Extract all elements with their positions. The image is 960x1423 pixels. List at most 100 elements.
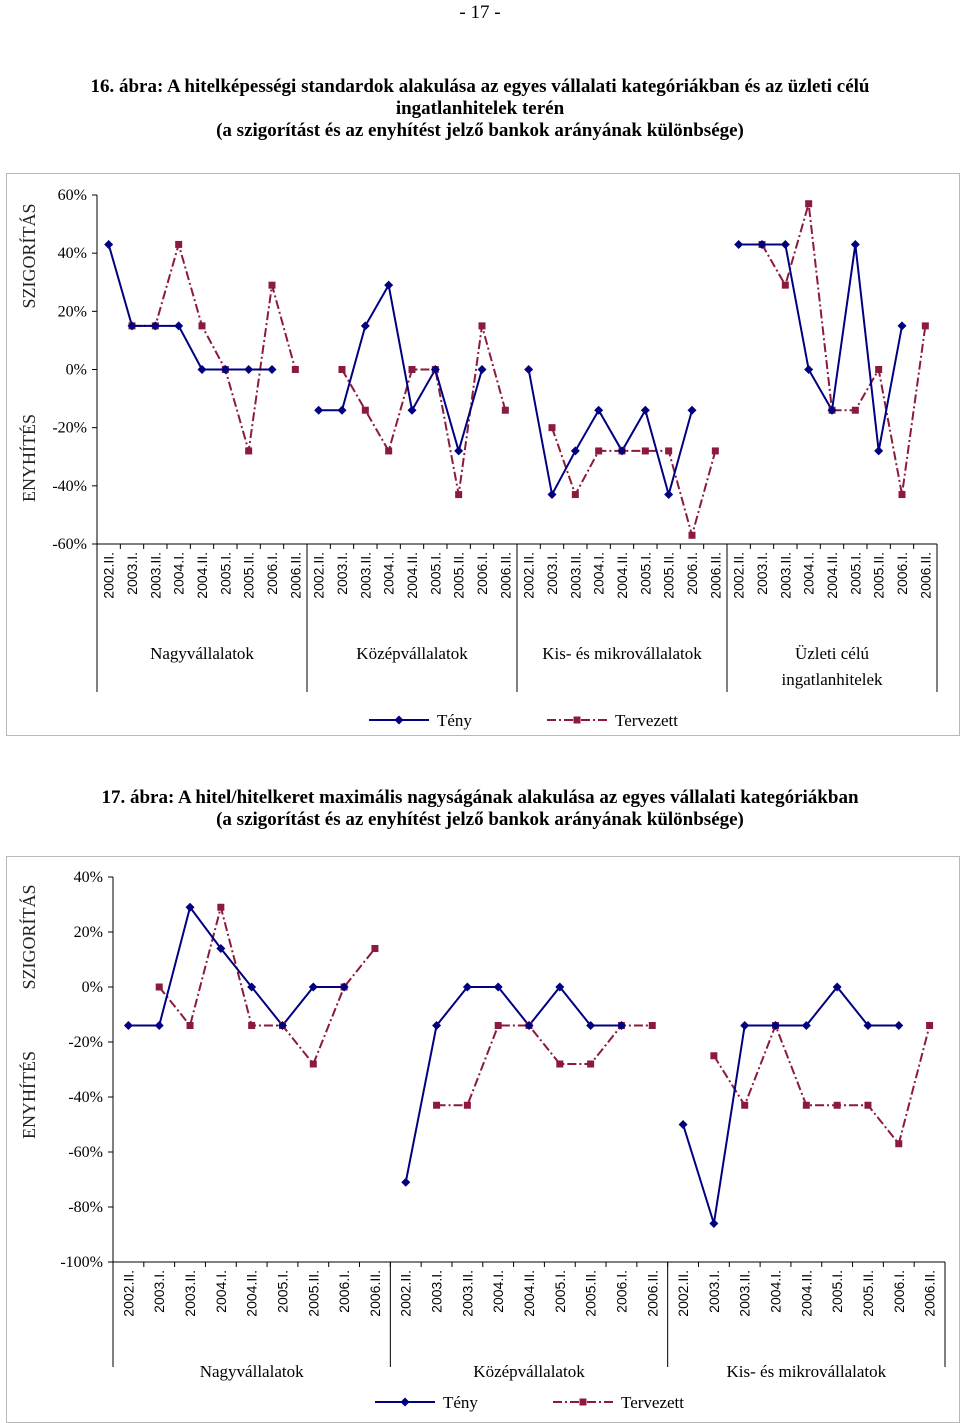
tervezett-marker [926,1022,934,1029]
y-tick-label: 40% [74,869,103,886]
teny-marker [832,982,842,992]
x-tick-label: 2006.II. [287,552,303,599]
teny-marker [197,365,207,374]
x-tick-label: 2003.II. [147,552,163,599]
figure-16-title-line: 16. ábra: A hitelképességi standardok al… [90,76,870,97]
x-tick-label: 2005.II. [241,552,257,599]
tervezett-marker [688,531,696,539]
tervezett-marker [338,366,346,373]
side-label-tightening: SZIGORÍTÁS [18,203,39,308]
y-tick-label: 40% [58,245,87,262]
y-tick-label: -20% [68,1034,103,1051]
teny-marker [401,1177,411,1187]
x-tick-label: 2005.I. [427,552,443,595]
x-tick-label: 2005.I. [217,552,233,595]
x-tick-label: 2005.I. [552,1270,568,1313]
teny-marker [594,405,604,415]
y-tick-label: 0% [66,362,87,379]
legend-teny-label: Tény [437,711,472,730]
y-tick-label: 60% [58,187,87,204]
y-tick-label: 0% [82,979,103,996]
teny-marker [740,1021,750,1030]
tervezett-line [341,325,507,495]
tervezett-marker [648,1022,656,1029]
x-tick-label: 2004.II. [194,552,210,599]
tervezett-marker [455,491,463,499]
x-tick-label: 2003.II. [357,552,373,599]
teny-marker [339,982,349,992]
tervezett-marker [186,1022,194,1029]
teny-marker [277,1021,287,1030]
tervezett-marker [361,406,369,414]
tervezett-marker [833,1101,841,1109]
page-number: - 17 - [459,2,501,23]
x-tick-label: 2004.II. [521,1270,537,1317]
figure-16-title-line: ingatlanhitelek terén [395,98,565,119]
teny-marker [477,365,487,374]
x-tick-label: 2003.I. [429,1270,445,1313]
x-tick-label: 2005.I. [274,1270,290,1313]
tervezett-marker [781,281,789,289]
figure-17-title-line: 17. ábra: A hitel/hitelkeret maximális n… [101,787,859,808]
tervezett-marker [802,1101,810,1109]
legend-teny-marker [400,1397,410,1407]
x-tick-label: 2002.II. [675,1270,691,1317]
tervezett-marker [587,1060,595,1068]
tervezett-marker [385,447,393,455]
teny-marker [874,446,884,456]
x-tick-label: 2002.II. [120,1270,136,1317]
teny-marker [337,405,347,415]
teny-marker [616,1021,626,1030]
legend-tervezett-marker [579,1398,587,1406]
x-tick-label: 2005.I. [847,552,863,595]
tervezett-marker [501,406,509,414]
teny-marker [617,446,627,456]
y-tick-label: 20% [74,924,103,941]
teny-marker [407,405,417,415]
tervezett-marker [895,1140,903,1148]
x-tick-label: 2006.II. [917,552,933,599]
x-tick-label: 2003.II. [567,552,583,599]
x-tick-label: 2003.I. [544,552,560,595]
figure-16-title-line: (a szigorítást és az enyhítést jelző ban… [216,120,744,141]
teny-marker [430,365,440,374]
x-tick-label: 2003.II. [459,1270,475,1317]
x-tick-label: 2005.II. [451,552,467,599]
y-tick-label: -100% [60,1254,103,1271]
x-tick-label: 2006.I. [891,1270,907,1313]
teny-marker [678,1120,688,1129]
group-label: ingatlanhitelek [781,670,883,689]
x-tick-label: 2005.I. [637,552,653,595]
tervezett-marker [371,945,379,952]
tervezett-marker [463,1101,471,1109]
x-tick-label: 2002.II. [521,552,537,599]
figure-16-title: 16. ábra: A hitelképességi standardok al… [0,76,960,142]
teny-marker [127,321,137,331]
group-label: Üzleti célú [795,644,870,663]
tervezett-marker [217,903,225,911]
group-label: Középvállalatok [356,644,468,663]
tervezett-marker [291,366,299,373]
x-tick-label: 2006.II. [922,1270,938,1317]
tervezett-marker [155,983,163,991]
teny-marker [308,982,318,992]
teny-marker [314,405,324,415]
teny-marker [687,405,697,415]
tervezett-marker [478,322,486,330]
teny-marker [384,280,394,290]
teny-line [404,985,622,1183]
legend-tervezett-label: Tervezett [621,1393,684,1412]
group-label: Középvállalatok [473,1362,585,1381]
y-tick-label: 20% [58,303,87,320]
teny-marker [897,321,907,331]
tervezett-marker [741,1101,749,1109]
teny-marker [863,1021,873,1030]
side-label-tightening: SZIGORÍTÁS [18,884,39,989]
tervezett-marker [711,447,719,455]
x-tick-label: 2003.I. [754,552,770,595]
tervezett-line [158,903,376,1066]
teny-marker [664,490,674,500]
y-tick-label: -40% [52,478,87,495]
group-label: Kis- és mikrovállalatok [727,1362,887,1381]
tervezett-line [713,1022,931,1146]
